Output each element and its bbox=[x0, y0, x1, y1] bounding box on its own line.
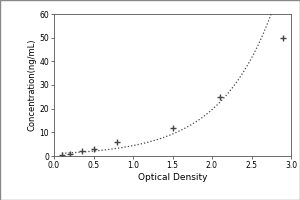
X-axis label: Optical Density: Optical Density bbox=[138, 173, 207, 182]
Y-axis label: Concentration(ng/mL): Concentration(ng/mL) bbox=[28, 39, 37, 131]
